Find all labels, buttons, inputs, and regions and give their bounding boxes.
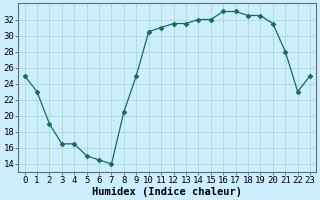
- X-axis label: Humidex (Indice chaleur): Humidex (Indice chaleur): [92, 186, 242, 197]
